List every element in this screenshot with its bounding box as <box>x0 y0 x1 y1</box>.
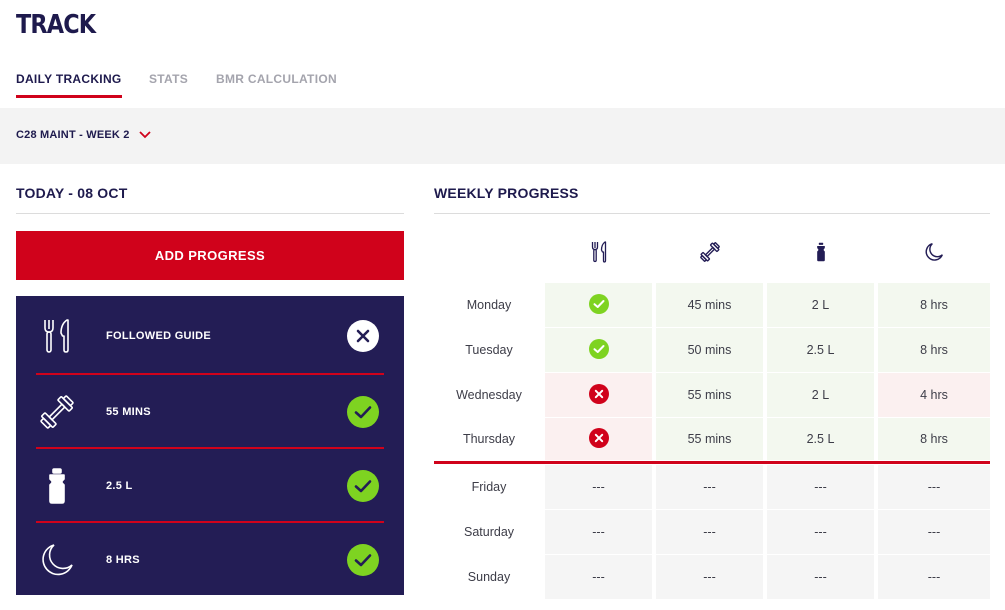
active-tab-underline <box>16 95 122 98</box>
table-cell: --- <box>878 510 990 554</box>
day-label: Wednesday <box>456 388 522 402</box>
today-item-label: 8 HRS <box>106 554 140 566</box>
check-icon <box>347 470 379 502</box>
table-row: Sunday --- --- --- --- <box>434 555 990 599</box>
tab-label: BMR CALCULATION <box>216 72 337 86</box>
check-icon <box>588 338 609 362</box>
table-cell: 2.5 L <box>767 328 874 372</box>
moon-icon <box>36 540 78 580</box>
today-card: FOLLOWED GUIDE 55 MINS <box>16 296 404 595</box>
tab-stats[interactable]: STATS <box>149 72 188 86</box>
week-selector[interactable]: C28 MAINT - WEEK 2 <box>16 129 151 141</box>
table-cell: --- <box>878 555 990 599</box>
table-cell <box>545 328 652 372</box>
cutlery-icon <box>36 316 78 356</box>
day-label: Friday <box>471 480 507 494</box>
check-icon <box>347 396 379 428</box>
close-icon <box>347 320 379 352</box>
check-icon <box>347 544 379 576</box>
table-cell: 8 hrs <box>878 328 990 372</box>
table-cell: 2 L <box>767 283 874 327</box>
day-label: Monday <box>466 298 512 312</box>
tab-daily-tracking[interactable]: DAILY TRACKING <box>16 72 122 98</box>
table-cell: 55 mins <box>656 418 763 460</box>
water-bottle-icon <box>767 232 874 272</box>
weekly-title: WEEKLY PROGRESS <box>434 185 579 201</box>
today-row-workout: 55 MINS <box>16 372 404 446</box>
table-cell: --- <box>767 510 874 554</box>
page-title: TRACK <box>16 10 96 40</box>
tab-label: DAILY TRACKING <box>16 72 122 86</box>
table-cell: 2.5 L <box>767 418 874 460</box>
moon-icon <box>878 232 990 272</box>
today-row-guide: FOLLOWED GUIDE <box>16 296 404 370</box>
add-progress-button[interactable]: ADD PROGRESS <box>16 231 404 280</box>
check-icon <box>588 293 609 317</box>
table-row: Wednesday 55 mins 2 L 4 hrs <box>434 373 990 417</box>
table-cell: 4 hrs <box>878 373 990 417</box>
today-item-label: 2.5 L <box>106 480 133 492</box>
table-cell: 2 L <box>767 373 874 417</box>
day-label: Sunday <box>467 570 511 584</box>
dumbbell-icon <box>656 232 763 272</box>
today-divider <box>16 213 404 214</box>
today-row-water: 2.5 L <box>16 446 404 520</box>
table-cell: --- <box>656 465 763 509</box>
table-cell: 8 hrs <box>878 418 990 460</box>
table-cell <box>545 283 652 327</box>
table-cell: --- <box>545 465 652 509</box>
row-separator <box>36 521 384 523</box>
table-cell <box>545 373 652 417</box>
table-row: Tuesday 50 mins 2.5 L 8 hrs <box>434 328 990 372</box>
table-cell: --- <box>656 510 763 554</box>
day-label: Tuesday <box>465 343 513 357</box>
day-label: Thursday <box>462 432 516 446</box>
table-cell: 55 mins <box>656 373 763 417</box>
cross-icon <box>588 383 609 407</box>
table-cell <box>545 418 652 460</box>
today-marker-line <box>434 461 990 464</box>
water-bottle-icon <box>36 466 78 506</box>
table-cell: 50 mins <box>656 328 763 372</box>
today-title: TODAY - 08 OCT <box>16 185 128 201</box>
table-row: Saturday --- --- --- --- <box>434 510 990 554</box>
tab-bmr-calculation[interactable]: BMR CALCULATION <box>216 72 337 86</box>
table-cell: 8 hrs <box>878 283 990 327</box>
row-separator <box>36 373 384 375</box>
cross-icon <box>588 427 609 451</box>
chevron-down-icon <box>138 131 151 139</box>
weekly-divider <box>434 213 990 214</box>
day-label: Saturday <box>463 525 515 539</box>
table-cell: --- <box>767 555 874 599</box>
table-row: Monday 45 mins 2 L 8 hrs <box>434 283 990 327</box>
table-row: Thursday 55 mins 2.5 L 8 hrs <box>434 418 990 460</box>
dumbbell-icon <box>36 392 78 432</box>
cutlery-icon <box>545 232 652 272</box>
week-selector-label: C28 MAINT - WEEK 2 <box>16 129 130 141</box>
week-bar: C28 MAINT - WEEK 2 <box>0 108 1005 164</box>
table-cell: --- <box>545 510 652 554</box>
row-separator <box>36 447 384 449</box>
table-cell: --- <box>767 465 874 509</box>
table-cell: --- <box>656 555 763 599</box>
table-cell: --- <box>878 465 990 509</box>
today-row-sleep: 8 HRS <box>16 520 404 594</box>
today-item-label: 55 MINS <box>106 406 151 418</box>
tab-label: STATS <box>149 72 189 86</box>
table-cell: 45 mins <box>656 283 763 327</box>
table-cell: --- <box>545 555 652 599</box>
today-item-label: FOLLOWED GUIDE <box>106 330 212 342</box>
table-row: Friday --- --- --- --- <box>434 465 990 509</box>
